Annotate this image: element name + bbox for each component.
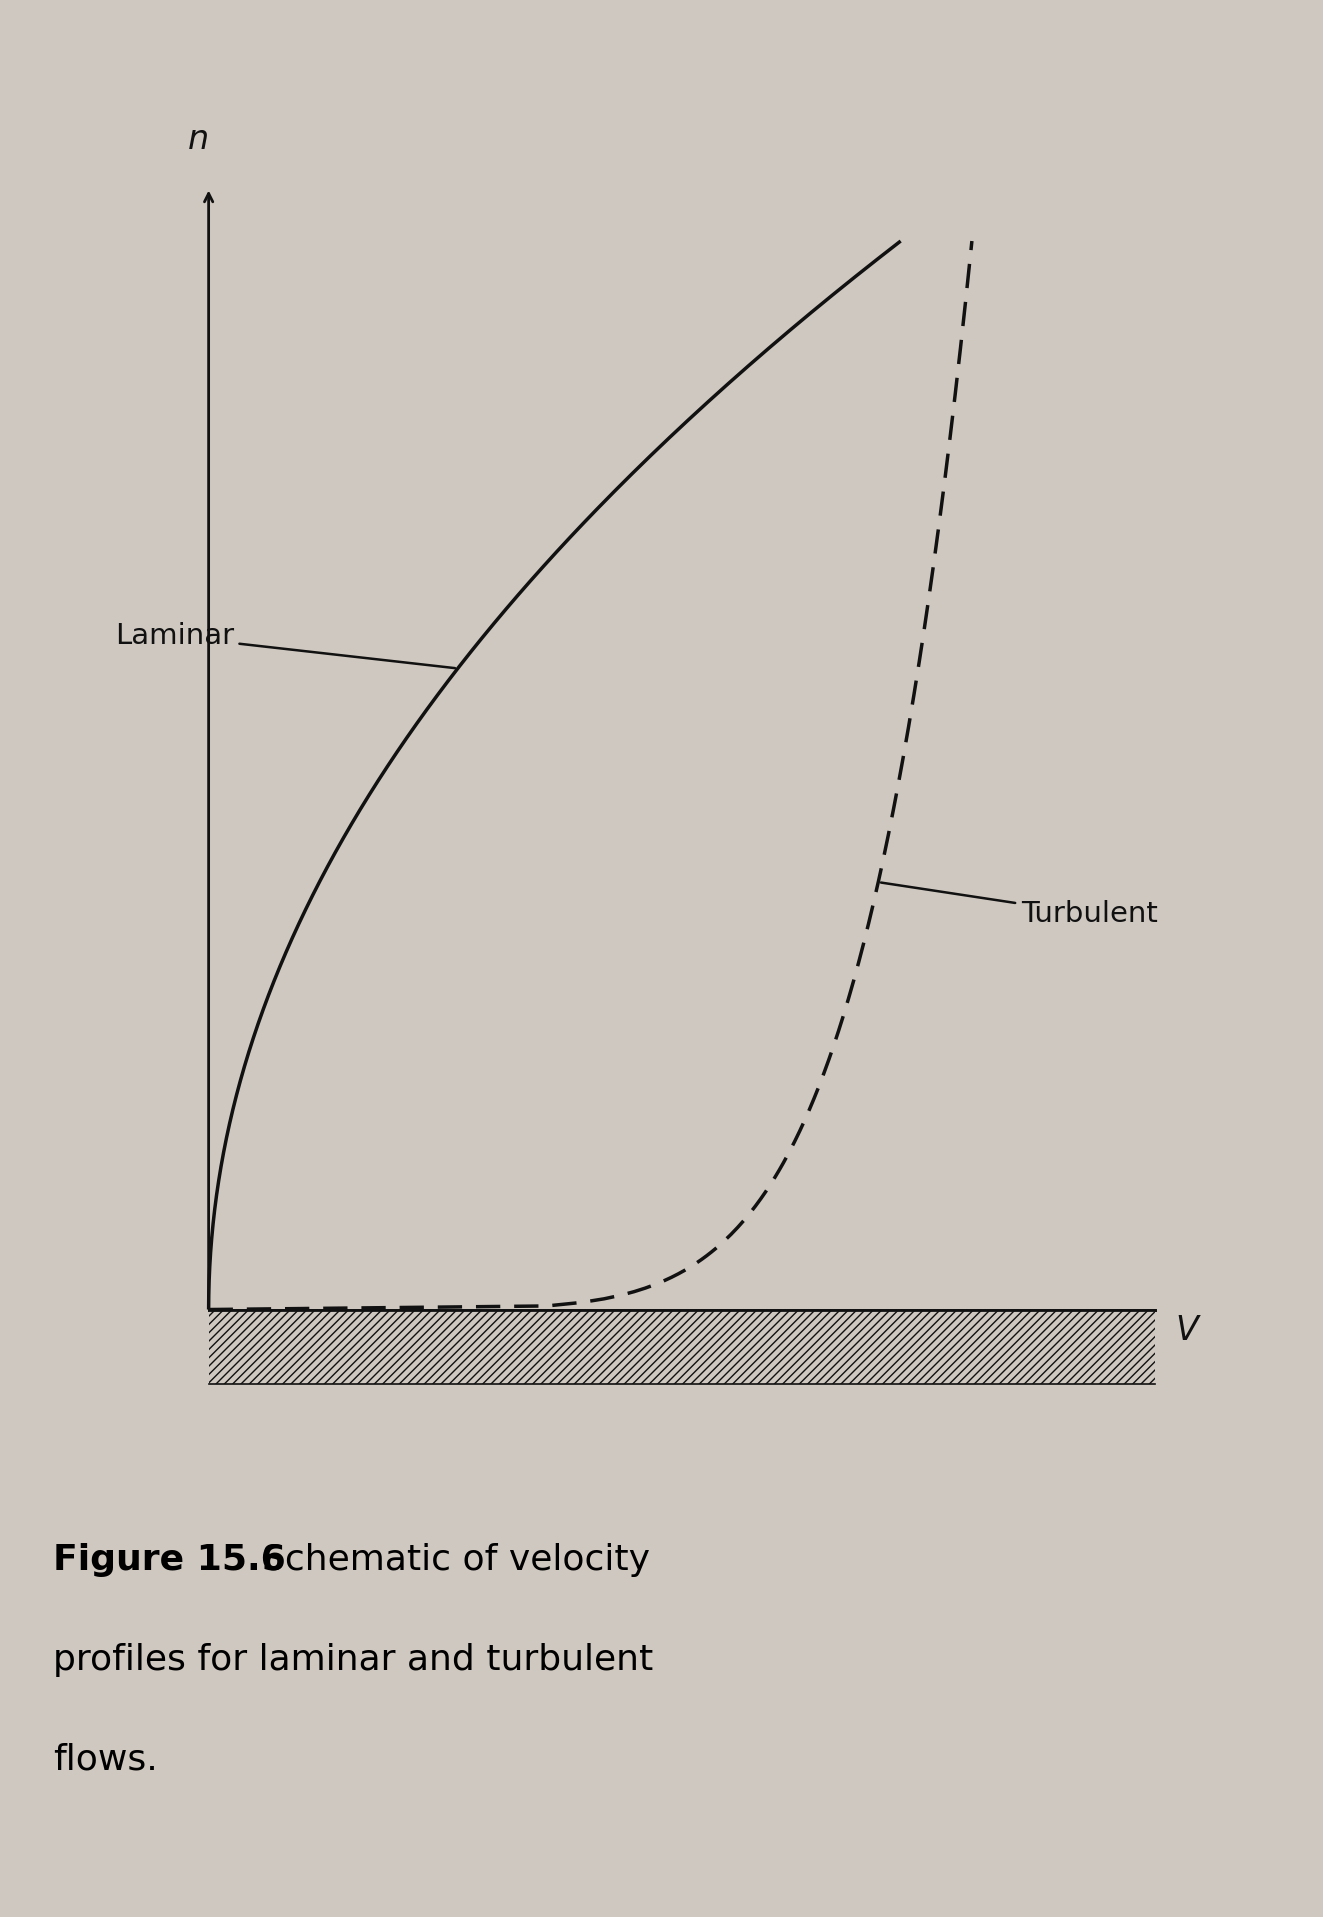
Bar (209, 1309, 1155, 1384)
Text: Figure 15.6: Figure 15.6 (53, 1543, 286, 1578)
Text: V: V (1175, 1315, 1199, 1348)
Text: flows.: flows. (53, 1743, 157, 1777)
Text: profiles for laminar and turbulent: profiles for laminar and turbulent (53, 1643, 654, 1677)
Text: Schematic of velocity: Schematic of velocity (262, 1543, 650, 1578)
Text: Turbulent: Turbulent (881, 882, 1158, 928)
Text: n: n (188, 123, 209, 155)
Text: Laminar: Laminar (115, 623, 455, 669)
